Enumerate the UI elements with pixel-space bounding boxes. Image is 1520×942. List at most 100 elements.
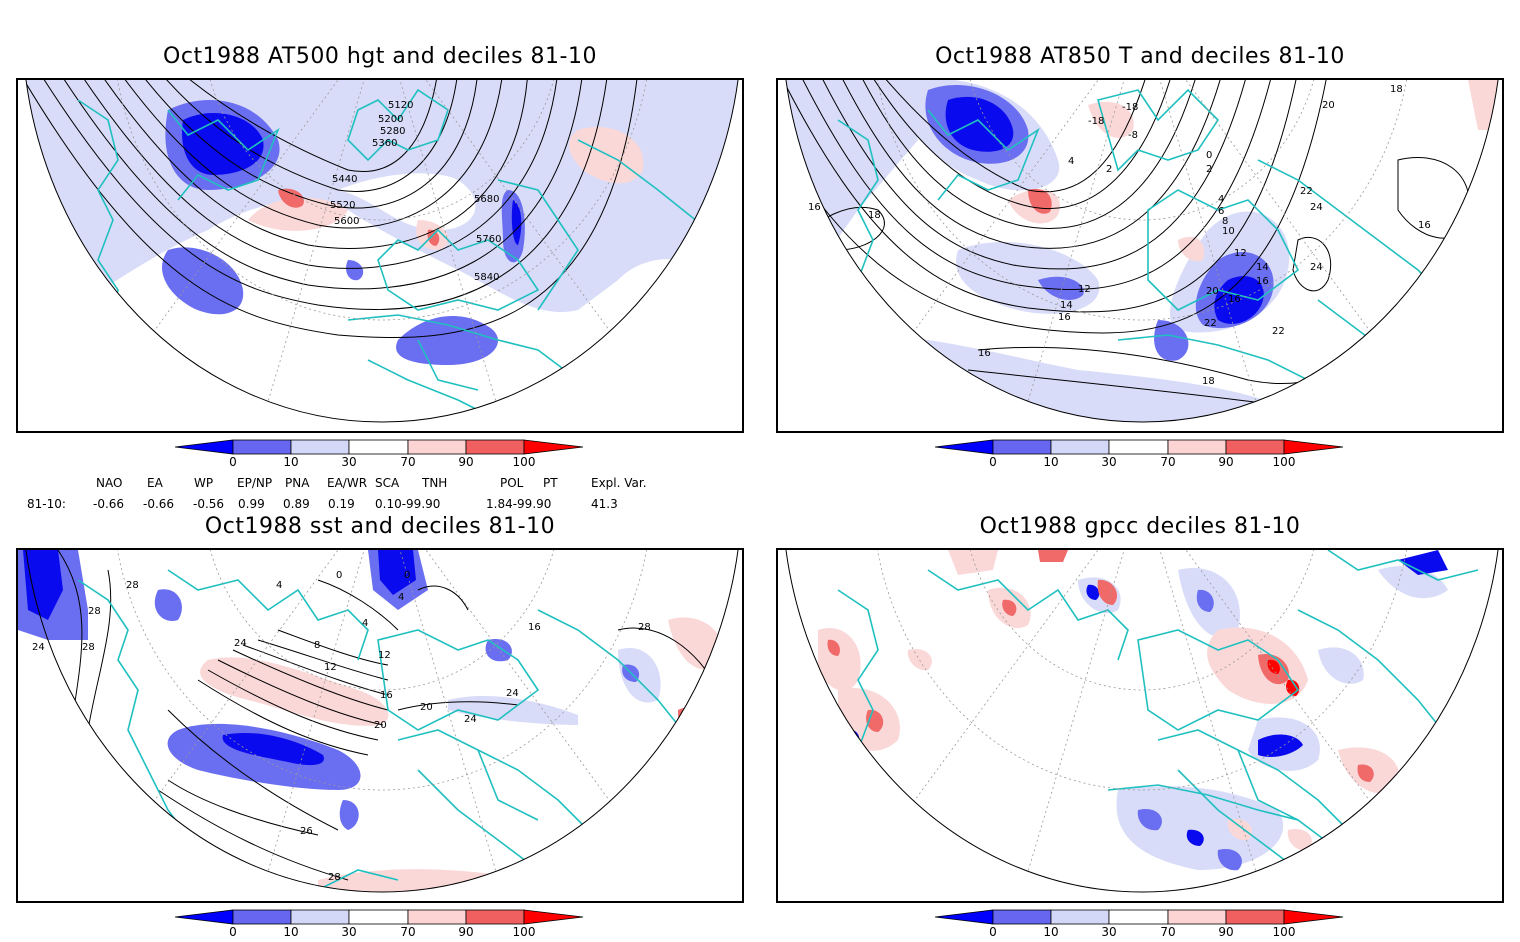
colorbar-segment: [290, 439, 350, 455]
contour-label: 16: [808, 202, 821, 213]
height-contours: [22, 80, 639, 339]
contour-label: 26: [300, 826, 313, 837]
contour-label: 24: [1310, 202, 1323, 213]
colorbar-segment: [1225, 909, 1285, 925]
contour-label: 5440: [332, 174, 357, 185]
colorbar-segment: [232, 909, 292, 925]
index-header: NAO: [96, 476, 123, 490]
index-value: 41.3: [591, 497, 618, 511]
index-header: PNA: [285, 476, 310, 490]
colorbar-segment: [465, 439, 525, 455]
graticule: [837, 80, 1447, 422]
contour-label: -18: [1088, 116, 1104, 127]
contour-label: 16: [1256, 276, 1269, 287]
index-value: 1.84-99.90: [486, 497, 552, 511]
contour-label: 28: [82, 642, 95, 653]
contour-labels: 5120 5200 5280 5360 5440 5520 5600 5680 …: [330, 100, 501, 283]
colorbar-tick-label: 100: [1273, 455, 1296, 468]
colorbar-segment: [992, 439, 1052, 455]
contour-label: 4: [276, 580, 282, 591]
colorbar-tick-label: 100: [513, 925, 536, 938]
contour-label: 4: [1218, 194, 1224, 205]
index-header: EA/WR: [327, 476, 368, 490]
contour-label: 20: [1206, 286, 1219, 297]
index-value: 0.99: [238, 497, 265, 511]
colorbar-tick-label: 70: [1160, 455, 1175, 468]
index-header: SCA: [375, 476, 400, 490]
colorbar-segment: [992, 909, 1052, 925]
map-br-svg: [778, 550, 1502, 901]
contour-labels: -18 -18 -8 4 2 0 2 4 6 8 10 12 14 16 16 …: [808, 84, 1431, 387]
colorbar-tick-label: 0: [229, 455, 237, 468]
graticule: [837, 550, 1447, 892]
graticule: [77, 550, 687, 892]
contour-label: 5360: [372, 138, 397, 149]
contour-label: 12: [324, 662, 337, 673]
contour-label: 14: [1060, 300, 1073, 311]
contour-label: 12: [1078, 284, 1091, 295]
contour-label: 16: [380, 690, 393, 701]
colorbar-tick-label: 10: [283, 455, 298, 468]
contour-label: 2: [1206, 164, 1212, 175]
panel-title-tl: Oct1988 AT500 hgt and deciles 81-10: [163, 44, 597, 69]
colorbar-segment: [1225, 439, 1285, 455]
contour-label: 4: [1068, 156, 1074, 167]
contour-label: 28: [638, 622, 651, 633]
colorbar-segment: [348, 909, 409, 925]
sst-contours: [57, 550, 719, 881]
map-panel-tl: 5120 5200 5280 5360 5440 5520 5600 5680 …: [16, 78, 744, 433]
contour-label: 4: [362, 618, 368, 629]
panel-title-tr: Oct1988 AT850 T and deciles 81-10: [935, 44, 1345, 69]
colorbar-tick-label: 30: [341, 925, 356, 938]
colorbar-tick-label: 10: [1043, 455, 1058, 468]
colorbar-segment: [465, 909, 525, 925]
contour-label: 22: [1272, 326, 1285, 337]
colorbar-tr: 0 10 30 70 90 100: [934, 438, 1345, 469]
contour-label: 0: [1206, 150, 1212, 161]
colorbar-arrow-high: [523, 439, 584, 455]
index-value: 0.89: [283, 497, 310, 511]
index-value: -0.66: [143, 497, 175, 511]
precip-deciles: [818, 550, 1448, 871]
colorbar-svg: 0 10 30 70 90 100: [934, 439, 1344, 469]
colorbar-tick-label: 90: [1218, 925, 1233, 938]
map-panel-br: [776, 548, 1504, 903]
colorbar-tick-label: 90: [458, 925, 473, 938]
colorbar-br: 0 10 30 70 90 100: [934, 908, 1345, 939]
coastlines: [837, 550, 1479, 891]
colorbar-tick-label: 30: [1101, 925, 1116, 938]
index-header: POL: [500, 476, 524, 490]
contour-label: 24: [1310, 262, 1323, 273]
colorbar-segment: [407, 439, 467, 455]
contour-label: 14: [1256, 262, 1269, 273]
contour-label: 24: [234, 638, 247, 649]
colorbar-tick-label: 30: [341, 455, 356, 468]
contour-label: 28: [328, 872, 341, 883]
contour-label: 24: [464, 714, 477, 725]
panel-title-bl: Oct1988 sst and deciles 81-10: [204, 514, 556, 539]
colorbar-segment: [1167, 909, 1227, 925]
contour-labels: 28 28 24 28 0 4 0 4 4 8 12 16 20 24 24 1…: [32, 570, 651, 883]
map-panel-bl: 28 28 24 28 0 4 0 4 4 8 12 16 20 24 24 1…: [16, 548, 744, 903]
contour-label: 16: [528, 622, 541, 633]
index-value: -0.56: [193, 497, 225, 511]
colorbar-tick-label: 90: [1218, 455, 1233, 468]
colorbar-segment: [1167, 439, 1227, 455]
colorbar-tick-label: 30: [1101, 455, 1116, 468]
contour-label: 28: [88, 606, 101, 617]
contour-label: 10: [1222, 226, 1235, 237]
colorbar-arrow-high: [1283, 439, 1344, 455]
colorbar-tick-label: 70: [400, 455, 415, 468]
index-value: 0.10-99.90: [375, 497, 441, 511]
contour-label: 4: [398, 592, 404, 603]
contour-label: 18: [1390, 84, 1403, 95]
map-tl-svg: 5120 5200 5280 5360 5440 5520 5600 5680 …: [22, 80, 742, 423]
contour-label: 6: [1218, 206, 1224, 217]
contour-label: 12: [1234, 248, 1247, 259]
contour-label: 22: [1300, 186, 1313, 197]
contour-label: 20: [1322, 100, 1335, 111]
contour-label: 0: [404, 570, 410, 581]
index-header: EP/NP: [237, 476, 273, 490]
teleconnection-indices: NAO EA WP EP/NP PNA EA/WR SCA TNH POL PT…: [0, 474, 760, 514]
graticule: [77, 80, 687, 422]
